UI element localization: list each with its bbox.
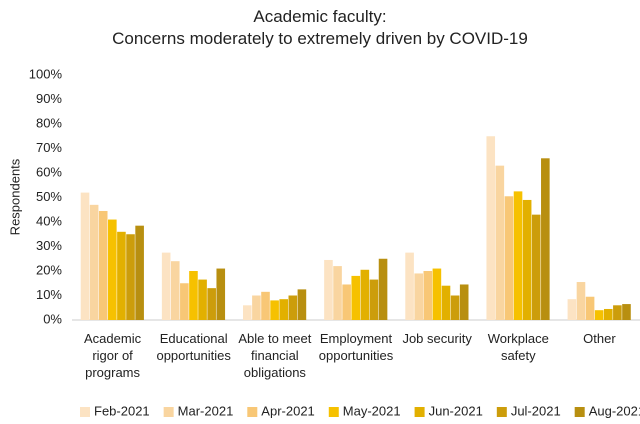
y-axis-label: Respondents	[7, 158, 22, 235]
bar	[351, 275, 361, 320]
bar	[80, 192, 90, 320]
bar	[432, 268, 442, 320]
bar	[531, 214, 541, 320]
bar	[279, 299, 289, 320]
chart-title: Academic faculty: Concerns moderately to…	[112, 7, 528, 48]
legend-swatch	[247, 407, 258, 417]
y-tick-label: 60%	[36, 164, 62, 179]
bar	[486, 136, 496, 320]
bar	[450, 295, 460, 320]
bar	[504, 196, 514, 320]
bar	[369, 279, 379, 320]
y-tick-label: 10%	[36, 287, 62, 302]
bar	[216, 268, 226, 320]
bar	[423, 271, 433, 320]
bar	[459, 284, 469, 320]
legend-swatch	[163, 407, 174, 417]
y-tick-label: 30%	[36, 238, 62, 253]
bar	[594, 310, 604, 320]
y-tick-label: 100%	[29, 66, 63, 81]
bar	[441, 285, 451, 320]
legend-label: Feb-2021	[94, 403, 150, 418]
bar	[297, 289, 307, 320]
x-tick-label: Job security	[402, 331, 472, 346]
x-tick-label: Workplace safety	[487, 331, 549, 363]
bar	[270, 300, 279, 320]
bar	[324, 259, 333, 320]
bar	[585, 296, 595, 320]
legend-label: Jun-2021	[429, 403, 483, 418]
bar	[495, 165, 505, 320]
bar	[405, 252, 414, 320]
bar	[603, 308, 613, 320]
bar	[414, 273, 423, 320]
bar	[117, 231, 126, 320]
x-tick-label: Academic rigor of programs	[84, 331, 142, 380]
bar	[567, 299, 577, 320]
bar	[576, 282, 586, 320]
y-tick-label: 90%	[36, 91, 62, 106]
bar	[198, 279, 207, 320]
legend-swatch	[80, 407, 90, 417]
bar	[126, 234, 135, 320]
y-tick-label: 0%	[43, 311, 62, 326]
bar	[170, 261, 180, 320]
bar	[252, 295, 261, 320]
bar	[378, 258, 388, 320]
bar	[98, 210, 108, 320]
y-tick-label: 20%	[36, 262, 62, 277]
legend-swatch	[574, 407, 585, 417]
y-tick-label: 70%	[36, 140, 62, 155]
x-tick-label: Educational opportunities	[156, 331, 231, 363]
bar	[360, 269, 370, 320]
bar	[288, 295, 298, 320]
bar	[541, 158, 550, 320]
bar	[333, 266, 342, 320]
bar	[89, 204, 99, 320]
bar	[189, 271, 198, 320]
legend-label: Aug-2021	[589, 403, 640, 418]
legend-swatch	[328, 407, 339, 417]
y-tick-label: 40%	[36, 213, 62, 228]
legend-label: Apr-2021	[261, 403, 314, 418]
x-tick-label: Other	[583, 331, 616, 346]
bar	[613, 305, 622, 320]
bar	[513, 191, 523, 320]
bar	[261, 291, 270, 320]
bar	[108, 219, 117, 320]
legend-swatch	[414, 407, 425, 417]
legend-label: Jul-2021	[511, 403, 561, 418]
bar	[161, 252, 171, 320]
legend-swatch	[496, 407, 507, 417]
x-tick-label: Able to meet financial obligations	[238, 331, 312, 380]
x-tick-label: Employment opportunities	[318, 331, 394, 363]
bar	[243, 305, 252, 320]
bar	[342, 284, 351, 320]
y-tick-label: 50%	[36, 189, 62, 204]
bar	[207, 288, 216, 320]
bar	[135, 225, 144, 320]
legend-label: May-2021	[343, 403, 401, 418]
legend-label: Mar-2021	[178, 403, 234, 418]
bar	[622, 304, 631, 320]
bar	[522, 199, 532, 320]
bar	[180, 283, 189, 320]
y-tick-label: 80%	[36, 115, 62, 130]
